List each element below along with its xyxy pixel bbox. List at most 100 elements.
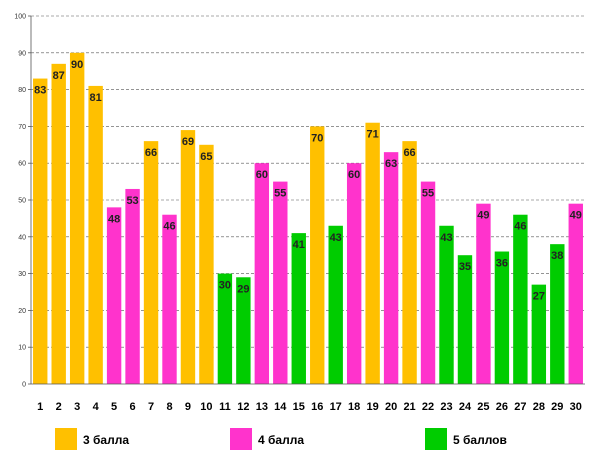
data-label: 65 [200,151,212,163]
bar [383,152,399,384]
gridlines [31,15,585,348]
bar [217,273,233,384]
x-tick-label: 29 [551,401,563,413]
x-tick-label: 10 [200,401,212,413]
x-tick-label: 22 [422,401,434,413]
x-tick-label: 13 [256,401,268,413]
data-label: 46 [514,221,526,233]
bar [33,78,48,384]
x-tick-label: 8 [166,401,172,413]
x-tick-label: 21 [403,401,415,413]
data-label: 38 [551,250,563,262]
data-label: 48 [108,213,120,225]
x-tick-label: 1 [37,401,43,413]
y-tick-label: 70 [18,124,26,131]
bar [402,141,417,384]
y-tick-label: 100 [14,14,26,21]
data-label: 66 [145,147,157,159]
data-label: 87 [53,70,65,82]
data-label: 43 [440,232,452,244]
data-label: 63 [385,158,397,170]
bar [494,251,510,384]
x-tick-label: 24 [459,401,472,413]
x-tick-label: 7 [148,401,154,413]
legend-swatch [55,428,77,450]
bar [310,126,325,385]
x-tick-label: 4 [93,401,100,413]
x-tick-label: 2 [56,401,62,413]
bar [162,214,177,384]
y-tick-label: 10 [18,345,26,352]
bar [457,255,473,384]
data-label: 81 [90,92,102,104]
bar [513,214,528,384]
data-label: 30 [219,280,231,292]
x-tick-label: 20 [385,401,397,413]
y-tick-label: 60 [18,161,26,168]
x-tick-label: 5 [111,401,117,413]
data-label: 49 [570,210,582,222]
data-label: 29 [237,283,249,295]
x-tick-label: 18 [348,401,360,413]
x-tick-label: 15 [293,401,305,413]
bar [550,244,565,384]
bar [69,52,85,385]
x-tick-label: 9 [185,401,191,413]
data-label: 70 [311,132,323,144]
bar [143,141,159,384]
bar [106,207,122,384]
x-tick-label: 25 [477,401,489,413]
bar [346,163,362,384]
data-labels: 83 87 90 81 48 53 66 46 69 65 30 29 60 55 41 70 43 60 71 63… [34,59,582,303]
data-label: 55 [422,188,434,200]
bar [88,85,103,385]
x-tick-label: 27 [514,401,526,413]
bar [568,203,583,384]
data-label: 35 [459,261,471,273]
data-label: 69 [182,136,194,148]
bar [420,181,436,384]
data-label: 27 [533,291,545,303]
data-label: 71 [367,129,379,141]
data-label: 36 [496,258,508,270]
y-tick-label: 0 [22,382,26,389]
data-label: 46 [163,221,175,233]
data-label: 55 [274,188,286,200]
bar [125,188,140,384]
bar [51,63,66,385]
bar [439,225,454,384]
x-axis: 1 2 3 4 5 6 7 8 9 10 11 12 13 14 15 16 17 18 19 20 21 22 23 24 2… [31,383,585,413]
x-tick-label: 17 [330,401,342,413]
bars [33,52,583,385]
data-label: 90 [71,59,83,71]
data-label: 43 [330,232,342,244]
bar [476,203,491,384]
bar [236,277,251,384]
bar [328,225,343,384]
legend: 3 балла 4 балла 5 баллов [55,428,507,450]
x-tick-label: 19 [367,401,379,413]
x-tick-label: 16 [311,401,323,413]
bar [180,130,196,384]
x-tick-label: 26 [496,401,508,413]
x-tick-label: 12 [237,401,249,413]
y-tick-label: 40 [18,234,26,241]
data-label: 49 [477,210,489,222]
y-axis: 0 10 20 30 40 50 60 70 80 90 100 [14,14,32,389]
bar [291,233,306,384]
y-tick-label: 50 [18,198,26,205]
x-tick-label: 30 [570,401,582,413]
x-tick-label: 6 [130,401,136,413]
data-label: 53 [126,195,138,207]
x-tick-label: 3 [74,401,80,413]
legend-label: 4 балла [258,433,304,447]
data-label: 41 [293,239,305,251]
y-tick-label: 20 [18,308,26,315]
data-label: 60 [256,169,268,181]
legend-swatch [230,428,252,450]
bar [199,144,214,384]
bar [531,284,547,384]
data-label: 83 [34,85,46,97]
x-tick-label: 28 [533,401,545,413]
